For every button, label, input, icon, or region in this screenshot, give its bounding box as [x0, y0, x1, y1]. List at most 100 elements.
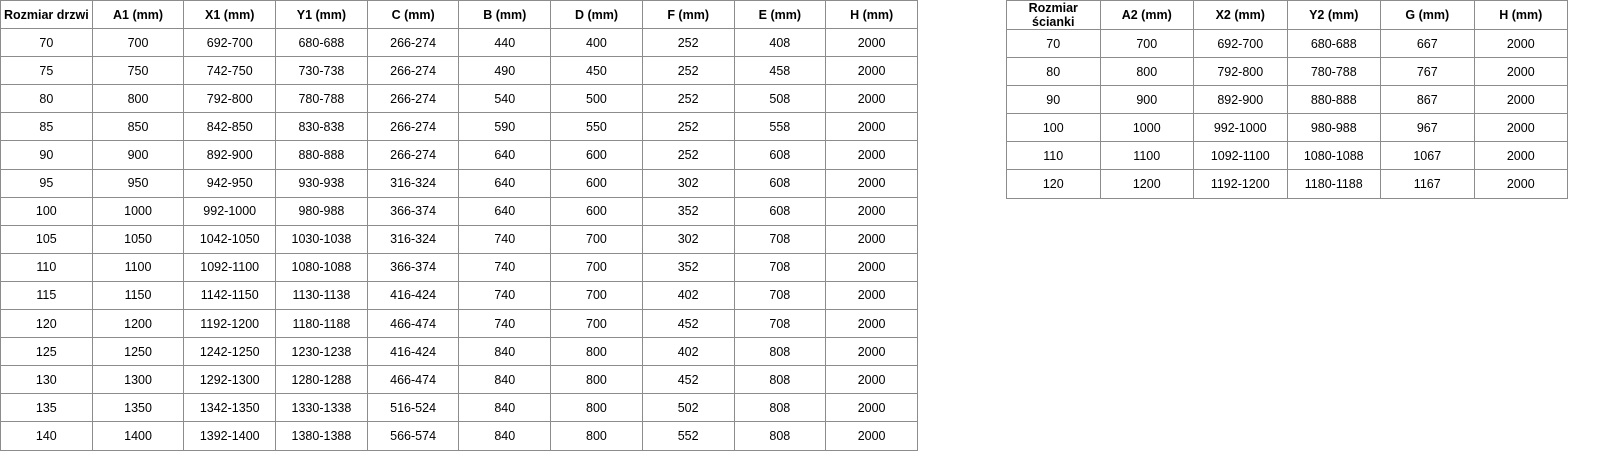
- table-cell: 842-850: [183, 112, 277, 142]
- table-cell: 70: [0, 28, 93, 58]
- table-cell: 466-474: [366, 309, 460, 339]
- column-header: D (mm): [550, 0, 643, 30]
- table-cell: 1330-1338: [275, 393, 368, 423]
- table-cell: 452: [641, 365, 735, 395]
- table-cell: 708: [733, 252, 827, 282]
- table-cell: 2000: [1473, 141, 1568, 171]
- table-cell: 1380-1388: [275, 421, 368, 451]
- table-cell: 120: [1006, 169, 1101, 199]
- table-cell: 1130-1138: [275, 280, 368, 311]
- table-cell: 800: [1099, 57, 1194, 87]
- table-cell: 708: [733, 280, 827, 311]
- table-cell: 2000: [1473, 113, 1568, 143]
- table-cell: 2000: [825, 393, 918, 423]
- table-cell: 740: [458, 280, 552, 311]
- table-cell: 75: [0, 56, 93, 86]
- table-row: 90 900 892-900 880-888 266-274 640 600 252 608 20…: [0, 140, 918, 170]
- table-cell: 1100: [91, 252, 185, 282]
- table-cell: 1300: [91, 365, 185, 395]
- table-cell: 742-750: [183, 56, 277, 86]
- table-cell: 900: [91, 140, 185, 170]
- table-cell: 2000: [1473, 57, 1568, 87]
- table-cell: 880-888: [1286, 85, 1381, 115]
- table-cell: 1030-1038: [275, 224, 368, 254]
- table-cell: 1392-1400: [183, 421, 277, 451]
- column-header: G (mm): [1380, 0, 1475, 30]
- table-cell: 700: [550, 309, 643, 339]
- table-cell: 458: [733, 56, 827, 86]
- table-cell: 792-800: [183, 84, 277, 114]
- table-cell: 366-374: [366, 196, 460, 226]
- table-cell: 667: [1380, 28, 1475, 59]
- table-cell: 1067: [1380, 141, 1475, 171]
- table-cell: 516-524: [366, 393, 460, 423]
- table-cell: 808: [733, 421, 827, 451]
- table-cell: 950: [91, 168, 185, 198]
- table-cell: 1230-1238: [275, 337, 368, 367]
- table-cell: 740: [458, 309, 552, 339]
- table-cell: 252: [641, 140, 735, 170]
- table-cell: 120: [0, 309, 93, 339]
- table-cell: 2000: [1473, 85, 1568, 115]
- table-cell: 692-700: [183, 28, 277, 58]
- table-cell: 1342-1350: [183, 393, 277, 423]
- table-cell: 1050: [91, 224, 185, 254]
- table-cell: 780-788: [275, 84, 368, 114]
- table-cell: 608: [733, 196, 827, 226]
- table-cell: 980-988: [1286, 113, 1381, 143]
- table-cell: 1292-1300: [183, 365, 277, 395]
- table-cell: 1167: [1380, 169, 1475, 199]
- table-cell: 266-274: [366, 112, 460, 142]
- table-cell: 352: [641, 252, 735, 282]
- column-header: E (mm): [733, 0, 827, 30]
- table-cell: 252: [641, 84, 735, 114]
- table-cell: 2000: [825, 365, 918, 395]
- table-cell: 640: [458, 140, 552, 170]
- table-cell: 680-688: [275, 28, 368, 58]
- table-cell: 800: [550, 337, 643, 367]
- table-cell: 2000: [825, 252, 918, 282]
- table-cell: 808: [733, 365, 827, 395]
- table-cell: 640: [458, 196, 552, 226]
- table-cell: 130: [0, 365, 93, 395]
- table-cell: 880-888: [275, 140, 368, 170]
- table-row: 140 1400 1392-1400 1380-1388 566-574 840 800 55…: [0, 421, 918, 451]
- column-header: H (mm): [1473, 0, 1568, 30]
- table-cell: 1200: [91, 309, 185, 339]
- table-cell: 930-938: [275, 168, 368, 198]
- table-cell: 1080-1088: [275, 252, 368, 282]
- table-row: 70 700 692-700 680-688 266-274 440 400 252 408 20…: [0, 28, 918, 58]
- table-row: 130 1300 1292-1300 1280-1288 466-474 840 800 45…: [0, 365, 918, 395]
- table-cell: 70: [1006, 28, 1101, 59]
- table-cell: 608: [733, 168, 827, 198]
- table-cell: 1000: [1099, 113, 1194, 143]
- table-cell: 125: [0, 337, 93, 367]
- table-cell: 600: [550, 196, 643, 226]
- table-cell: 900: [1099, 85, 1194, 115]
- table-cell: 1180-1188: [1286, 169, 1381, 199]
- table-cell: 1350: [91, 393, 185, 423]
- table-cell: 800: [550, 365, 643, 395]
- table-row: 100 1000 992-1000 980-988 967 2000: [1006, 113, 1568, 143]
- table-cell: 808: [733, 337, 827, 367]
- table-cell: 252: [641, 112, 735, 142]
- table-cell: 680-688: [1286, 28, 1381, 59]
- table-cell: 90: [1006, 85, 1101, 115]
- table-cell: 85: [0, 112, 93, 142]
- table-cell: 140: [0, 421, 93, 451]
- table-cell: 740: [458, 252, 552, 282]
- column-header: A1 (mm): [91, 0, 185, 30]
- table-row: 120 1200 1192-1200 1180-1188 466-474 740 700 45…: [0, 309, 918, 339]
- table-cell: 708: [733, 224, 827, 254]
- table-cell: 700: [550, 280, 643, 311]
- table-cell: 2000: [825, 421, 918, 451]
- table-cell: 800: [91, 84, 185, 114]
- table-row: 80 800 792-800 780-788 266-274 540 500 252 508 20…: [0, 84, 918, 114]
- table-cell: 2000: [825, 224, 918, 254]
- table-cell: 416-424: [366, 337, 460, 367]
- table-cell: 590: [458, 112, 552, 142]
- table-cell: 700: [91, 28, 185, 58]
- table-cell: 115: [0, 280, 93, 311]
- table-cell: 1242-1250: [183, 337, 277, 367]
- table-cell: 2000: [825, 168, 918, 198]
